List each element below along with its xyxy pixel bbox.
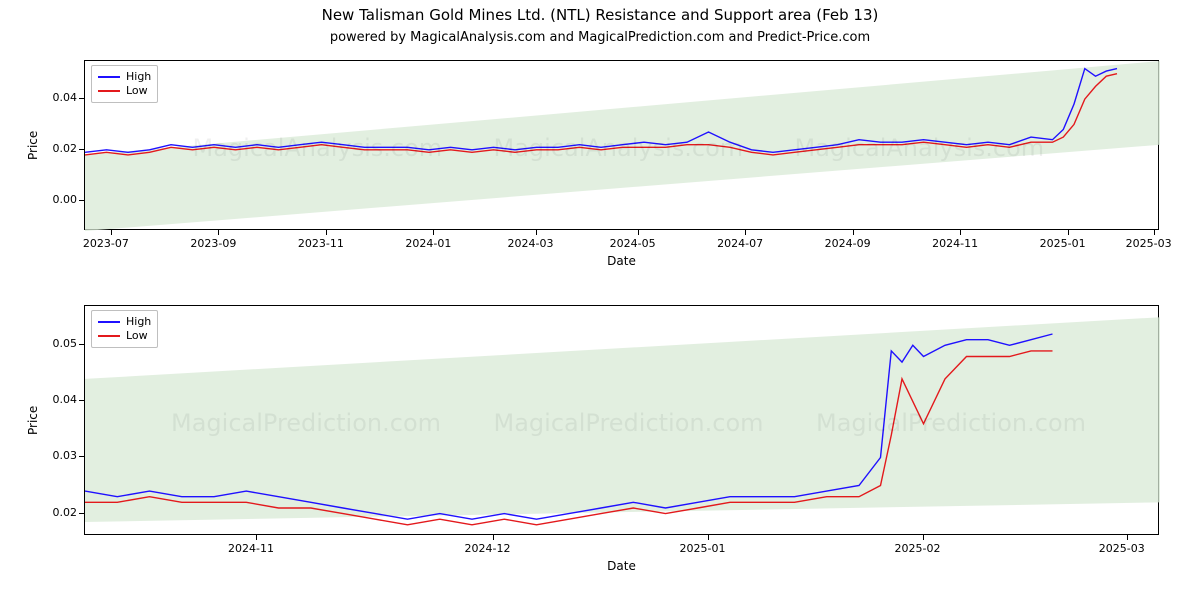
figure: New Talisman Gold Mines Ltd. (NTL) Resis…: [0, 0, 1200, 600]
legend-item: Low: [98, 329, 151, 343]
legend-item: High: [98, 70, 151, 84]
legend-label: Low: [126, 329, 148, 343]
legend-label: High: [126, 315, 151, 329]
x-tick-mark: [638, 230, 639, 235]
x-tick-mark: [923, 535, 924, 540]
x-tick-label: 2025-02: [895, 542, 941, 555]
x-tick-mark: [1068, 230, 1069, 235]
x-tick-label: 2025-03: [1126, 237, 1172, 250]
y-axis-label: Price: [26, 131, 40, 160]
x-tick-label: 2024-11: [228, 542, 274, 555]
x-tick-mark: [853, 230, 854, 235]
y-tick-label: 0.00: [39, 193, 77, 206]
x-tick-label: 2025-01: [1040, 237, 1086, 250]
chart-title: New Talisman Gold Mines Ltd. (NTL) Resis…: [0, 6, 1200, 24]
legend-item: High: [98, 315, 151, 329]
x-tick-mark: [536, 230, 537, 235]
x-tick-mark: [326, 230, 327, 235]
y-tick-mark: [79, 400, 84, 401]
legend-swatch: [98, 90, 120, 92]
legend-swatch: [98, 335, 120, 337]
x-tick-label: 2024-03: [508, 237, 554, 250]
chart-subtitle: powered by MagicalAnalysis.com and Magic…: [0, 30, 1200, 45]
x-tick-label: 2024-11: [932, 237, 978, 250]
y-tick-label: 0.05: [39, 337, 77, 350]
y-tick-label: 0.04: [39, 393, 77, 406]
y-tick-mark: [79, 344, 84, 345]
x-axis-label: Date: [84, 559, 1159, 573]
bottom-chart-svg: [85, 306, 1160, 536]
x-tick-label: 2023-11: [298, 237, 344, 250]
y-axis-label: Price: [26, 406, 40, 435]
x-tick-mark: [111, 230, 112, 235]
x-tick-label: 2024-05: [610, 237, 656, 250]
legend-swatch: [98, 321, 120, 323]
legend-swatch: [98, 76, 120, 78]
bottom-chart-panel: HighLow MagicalPrediction.comMagicalPred…: [84, 305, 1159, 535]
x-tick-mark: [960, 230, 961, 235]
x-tick-label: 2024-12: [465, 542, 511, 555]
x-tick-mark: [745, 230, 746, 235]
y-tick-label: 0.02: [39, 142, 77, 155]
x-tick-mark: [1154, 230, 1155, 235]
x-tick-mark: [1127, 535, 1128, 540]
y-tick-mark: [79, 149, 84, 150]
y-tick-label: 0.02: [39, 506, 77, 519]
top-chart-svg: [85, 61, 1160, 231]
x-axis-label: Date: [84, 254, 1159, 268]
x-tick-label: 2024-01: [405, 237, 451, 250]
legend-item: Low: [98, 84, 151, 98]
x-tick-label: 2025-01: [680, 542, 726, 555]
x-tick-mark: [433, 230, 434, 235]
y-tick-mark: [79, 456, 84, 457]
y-tick-mark: [79, 513, 84, 514]
x-tick-label: 2023-09: [190, 237, 236, 250]
y-tick-label: 0.04: [39, 91, 77, 104]
x-tick-label: 2025-03: [1099, 542, 1145, 555]
x-tick-mark: [493, 535, 494, 540]
x-tick-mark: [708, 535, 709, 540]
legend: HighLow: [91, 65, 158, 103]
legend-label: High: [126, 70, 151, 84]
top-chart-panel: HighLow MagicalAnalysis.comMagicalAnalys…: [84, 60, 1159, 230]
x-tick-label: 2023-07: [83, 237, 129, 250]
y-tick-mark: [79, 200, 84, 201]
legend-label: Low: [126, 84, 148, 98]
y-tick-mark: [79, 98, 84, 99]
legend: HighLow: [91, 310, 158, 348]
x-tick-mark: [218, 230, 219, 235]
x-tick-label: 2024-09: [825, 237, 871, 250]
x-tick-mark: [256, 535, 257, 540]
x-tick-label: 2024-07: [717, 237, 763, 250]
y-tick-label: 0.03: [39, 449, 77, 462]
